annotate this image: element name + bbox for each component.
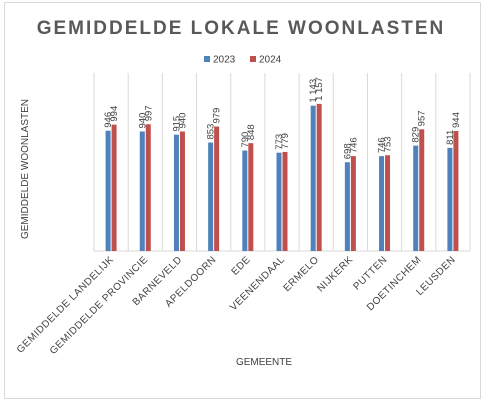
data-label-2023: 698 (342, 143, 353, 159)
bar-2024-ede (248, 143, 254, 251)
data-label-2023: 946 (103, 112, 114, 128)
data-label-2024: 944 (451, 112, 462, 128)
x-tick-label: EDE (230, 254, 253, 277)
legend-label-2023: 2023 (213, 55, 236, 66)
bar-2024-apeldoorn (214, 126, 220, 251)
bar-2023-leusden (447, 147, 453, 251)
bar-2023-barneveld (173, 134, 179, 251)
bar-2023-apeldoorn (208, 142, 214, 251)
data-label-2024: 746 (348, 137, 359, 153)
data-label-2024: 753 (383, 136, 394, 152)
data-label-2024: 848 (246, 124, 257, 140)
legend: 2023 2024 (204, 55, 282, 66)
data-label-2023: 1 143 (308, 79, 319, 103)
legend-label-2024: 2024 (259, 55, 282, 66)
x-tick-label: ERMELO (282, 254, 322, 294)
chart-area: GEMIDDELDE LOKALE WOONLASTEN 2023 2024 G… (4, 2, 481, 399)
bar-2024-leusden (453, 130, 459, 251)
data-label-2024: 940 (177, 113, 188, 129)
bar-2024-nijkerk (350, 156, 356, 251)
data-label-2023: 829 (411, 127, 422, 143)
bar-2024-veenendaal (282, 151, 288, 251)
data-label-2024: 779 (280, 133, 291, 149)
data-label-2024: 997 (143, 105, 154, 121)
bar-2024-doetinchem (419, 129, 425, 251)
bar-2023-ermelo (310, 105, 316, 251)
data-label-2024: 1 157 (314, 77, 325, 101)
bar-2024-putten (385, 155, 391, 251)
bar-2023-gemiddelde-provincie (139, 131, 145, 251)
chart-svg: GEMIDDELDE LOKALE WOONLASTEN 2023 2024 G… (15, 18, 471, 368)
bar-2023-doetinchem (413, 145, 419, 251)
bar-2024-gemiddelde-landelijk (111, 124, 117, 251)
data-label-2023: 746 (377, 137, 388, 153)
data-label-2024: 979 (212, 108, 223, 124)
grid (93, 73, 471, 252)
data-label-2023: 811 (445, 130, 456, 145)
bars (105, 103, 459, 251)
bar-2024-gemiddelde-provincie (145, 124, 151, 251)
data-label-2024: 957 (417, 110, 428, 126)
bar-2024-barneveld (179, 131, 185, 251)
x-tick-label: NIJKERK (315, 254, 355, 294)
data-label-2023: 773 (274, 134, 285, 150)
data-label-2023: 940 (137, 113, 148, 129)
legend-swatch-2024 (250, 56, 256, 62)
bar-2023-ede (242, 150, 248, 251)
data-label-2024: 994 (109, 106, 120, 122)
data-label-2023: 790 (240, 132, 251, 148)
bar-2023-gemiddelde-landelijk (105, 130, 111, 251)
bar-2023-putten (379, 156, 385, 251)
data-label-2023: 853 (206, 124, 217, 140)
y-axis-title: GEMIDDELDE WOONLASTEN (20, 99, 31, 239)
legend-swatch-2023 (204, 56, 210, 62)
bar-2024-ermelo (316, 103, 322, 251)
data-label-2023: 915 (171, 116, 182, 132)
bar-2023-veenendaal (276, 152, 282, 251)
x-axis-title: GEMEENTE (236, 357, 292, 368)
chart-title: GEMIDDELDE LOKALE WOONLASTEN (37, 18, 446, 39)
bar-2023-nijkerk (344, 162, 350, 251)
